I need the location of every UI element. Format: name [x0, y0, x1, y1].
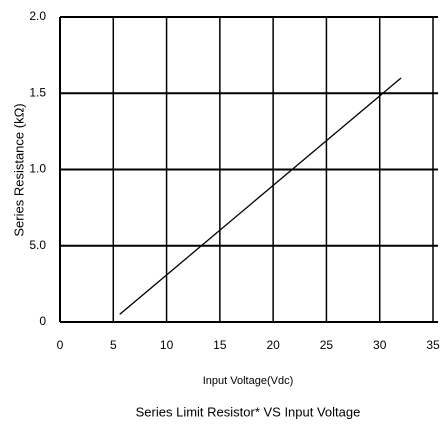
x-tick-label: 0	[57, 338, 64, 352]
y-tick-label: 1.0	[29, 162, 46, 176]
data-line	[119, 77, 402, 315]
y-tick-label: 0	[39, 314, 46, 328]
x-tick-label: 30	[373, 338, 387, 352]
y-tick-label: 5.0	[29, 238, 46, 252]
x-tick-label: 15	[213, 338, 227, 352]
chart-title: Series Limit Resistor* VS Input Voltage	[136, 404, 361, 419]
x-tick-label: 5	[110, 338, 117, 352]
y-tick-label: 1.5	[29, 85, 46, 99]
y-axis-label: Series Resistance (kΩ)	[11, 103, 26, 236]
y-tick-label: 2.0	[29, 9, 46, 23]
x-tick-label: 35	[426, 338, 440, 352]
x-axis-label: Input Voltage(Vdc)	[203, 375, 294, 387]
x-tick-label: 25	[320, 338, 334, 352]
x-tick-label: 20	[266, 338, 280, 352]
x-tick-label: 10	[160, 338, 174, 352]
